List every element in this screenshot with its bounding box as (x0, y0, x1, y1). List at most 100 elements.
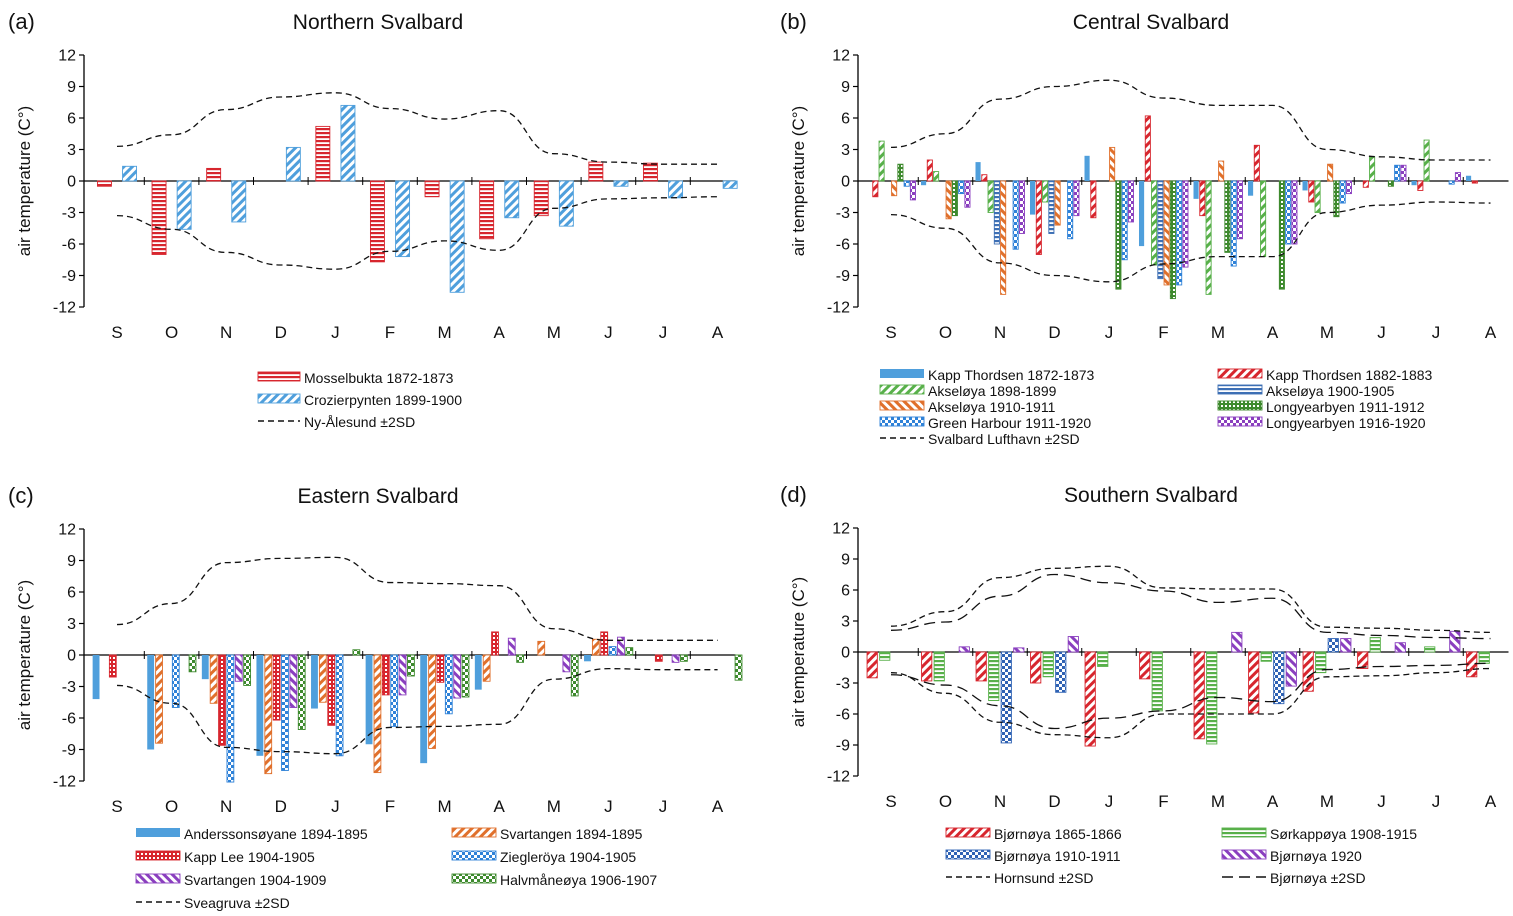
bar-aksel-ya-1898-1899-m8 (1314, 180, 1321, 213)
bar-crozierpynten-1899-1900-d3 (285, 146, 301, 182)
bar-s-rkapp-ya-1908-1915-o1 (933, 651, 945, 682)
bar-green-harbour-1911-1920-s0 (903, 180, 910, 187)
bar-crozierpynten-1899-1900-j10 (668, 180, 684, 199)
panel-central-svalbard: (b) Central Svalbard 12 9 6 3 0 -3 -6 -9 -12 air te… (780, 9, 1509, 447)
y-tick-label: 0 (67, 648, 76, 665)
bar-longyearbyen-1916-1920-j9 (1400, 164, 1407, 182)
y-axis-label: air temperature (C°) (789, 577, 808, 727)
bar-s-rkapp-ya-1908-1915-a11 (1478, 651, 1490, 664)
bar-longyearbyen-1916-1920-s0 (909, 180, 916, 201)
bar-bj-rn-ya-1920-j10 (1449, 630, 1461, 653)
bar-aksel-ya-1900-1905-n2 (993, 180, 1000, 245)
x-tick-label: J (331, 797, 340, 816)
bar-kapp-thordsen-1882-1883-a11 (1471, 180, 1478, 184)
bar-halvmane-ya-1906-1907-f5 (407, 654, 415, 677)
legend-swatch-bj-rn-ya-1865-1866 (945, 827, 991, 838)
band-bj-rn-ya-2sd-lower (890, 662, 1491, 730)
bar-aksel-ya-1910-1911-j4 (1109, 146, 1116, 182)
bar-aksel-ya-1898-1899-d3 (1042, 180, 1049, 203)
x-tick-label: J (659, 797, 668, 816)
legend-label-hornsund-2sd: Hornsund ±2SD (994, 870, 1094, 886)
legend-swatch-bj-rn-ya-1920 (1221, 849, 1267, 860)
legend-label-aksel-ya-1898-1899: Akseløya 1898-1899 (928, 383, 1057, 399)
bar-aksel-ya-1898-1899-j10 (1423, 139, 1430, 182)
bar-kapp-thordsen-1872-1873-m6 (1193, 181, 1199, 199)
legend-label-bj-rn-ya-1865-1866: Bjørnøya 1865-1866 (994, 826, 1122, 842)
bar-green-harbour-1911-1920-m6 (1230, 180, 1237, 267)
legend-label-kapp-thordsen-1872-1873: Kapp Thordsen 1872-1873 (928, 367, 1095, 383)
legend-swatch-kapp-thordsen-1882-1883 (1217, 368, 1263, 379)
panel-label: (b) (780, 9, 807, 34)
bar-mosselbukta-1872-1873-a7 (479, 180, 495, 240)
bar-kapp-thordsen-1872-1873-m8 (1302, 181, 1308, 191)
legend-label-longyearbyen-1911-1912: Longyearbyen 1911-1912 (1266, 399, 1425, 415)
bar-bj-rn-ya-1865-1866-a7 (1248, 651, 1260, 714)
bar-longyearbyen-1911-1912-j4 (1115, 180, 1122, 290)
y-tick-label: -6 (62, 237, 76, 254)
legend: Bjørnøya 1865-1866 Sørkappøya 1908-1915 Bj… (945, 826, 1417, 886)
bar-crozierpynten-1899-1900-j9 (613, 180, 629, 187)
bar-anderssons-yane-1894-1895-a7 (474, 655, 482, 690)
bar-ziegleroya-1904-1905-n2 (226, 654, 235, 783)
x-tick-label: A (1485, 792, 1497, 811)
bar-green-harbour-1911-1920-n2 (1012, 180, 1019, 250)
band-hornsund-2sd-upper (890, 565, 1491, 634)
bar-mosselbukta-1872-1873-o1 (151, 180, 167, 255)
y-tick-label: -12 (53, 300, 76, 317)
legend-swatch-s-rkapp-ya-1908-1915 (1221, 827, 1267, 838)
bar-aksel-ya-1898-1899-n2 (987, 180, 994, 213)
bar-longyearbyen-1911-1912-m8 (1333, 180, 1340, 218)
bar-green-harbour-1911-1920-o1 (958, 180, 965, 195)
bar-halvmane-ya-1906-1907-j10 (680, 654, 688, 662)
bar-kapp-thordsen-1872-1873-a11 (1465, 175, 1472, 181)
band-hornsund-2sd-lower (890, 667, 1491, 739)
x-tick-label: N (220, 797, 232, 816)
bar-longyearbyen-1916-1920-d3 (1073, 180, 1080, 217)
x-tick-label: N (994, 792, 1006, 811)
bar-longyearbyen-1911-1912-j9 (1387, 180, 1394, 187)
x-tick-label: J (604, 323, 613, 342)
bar-longyearbyen-1911-1912-s0 (897, 163, 904, 182)
x-tick-label: A (712, 323, 724, 342)
x-tick-label: D (1048, 792, 1060, 811)
bar-kapp-lee-1904-1905-j9 (600, 631, 609, 656)
bar-longyearbyen-1916-1920-f5 (1182, 180, 1189, 268)
y-tick-label: 3 (841, 142, 850, 159)
bar-kapp-thordsen-1882-1883-d3 (1035, 180, 1042, 255)
y-tick-label: 9 (841, 79, 850, 96)
bar-kapp-lee-1904-1905-s0 (108, 654, 117, 678)
x-tick-label: A (1267, 792, 1279, 811)
bar-svartangen-1894-1895-a7 (482, 654, 491, 682)
legend-swatch-aksel-ya-1910-1911 (879, 400, 925, 411)
bar-svartangen-1904-1909-a7 (507, 637, 516, 656)
bar-anderssons-yane-1894-1895-m6 (420, 655, 428, 764)
bar-longyearbyen-1911-1912-a7 (1278, 180, 1285, 290)
bar-aksel-ya-1898-1899-s0 (878, 140, 885, 182)
bar-longyearbyen-1916-1920-j4 (1127, 180, 1134, 223)
y-tick-label: 12 (832, 521, 850, 538)
y-tick-label: 0 (841, 174, 850, 191)
bar-longyearbyen-1916-1920-m8 (1345, 180, 1352, 195)
bar-bj-rn-ya-1865-1866-m8 (1302, 651, 1314, 692)
bar-s-rkapp-ya-1908-1915-s0 (879, 651, 891, 661)
bar-crozierpynten-1899-1900-a11 (722, 180, 738, 189)
x-tick-label: M (1320, 792, 1334, 811)
legend-label-svartangen-1894-1895: Svartangen 1894-1895 (500, 826, 643, 842)
bar-s-rkapp-ya-1908-1915-m8 (1315, 651, 1327, 674)
bar-longyearbyen-1916-1920-a7 (1291, 180, 1298, 245)
x-tick-label: S (111, 797, 122, 816)
y-tick-label: 12 (832, 48, 850, 65)
band-ny-alesund-2sd-upper (116, 92, 718, 165)
legend-label-anderssons-yane-1894-1895: Anderssonsøyane 1894-1895 (184, 826, 368, 842)
x-tick-label: S (885, 323, 896, 342)
panel-title: Central Svalbard (1073, 11, 1229, 34)
bar-kapp-lee-1904-1905-f5 (381, 654, 390, 696)
legend-label-crozierpynten-1899-1900: Crozierpynten 1899-1900 (304, 392, 462, 408)
bar-bj-rn-ya-1865-1866-o1 (921, 651, 933, 682)
x-tick-label: J (1432, 792, 1441, 811)
bar-svartangen-1904-1909-n2 (234, 654, 243, 682)
y-tick-label: 0 (841, 645, 850, 662)
bar-svartangen-1894-1895-n2 (209, 654, 218, 704)
x-tick-label: J (1377, 323, 1386, 342)
